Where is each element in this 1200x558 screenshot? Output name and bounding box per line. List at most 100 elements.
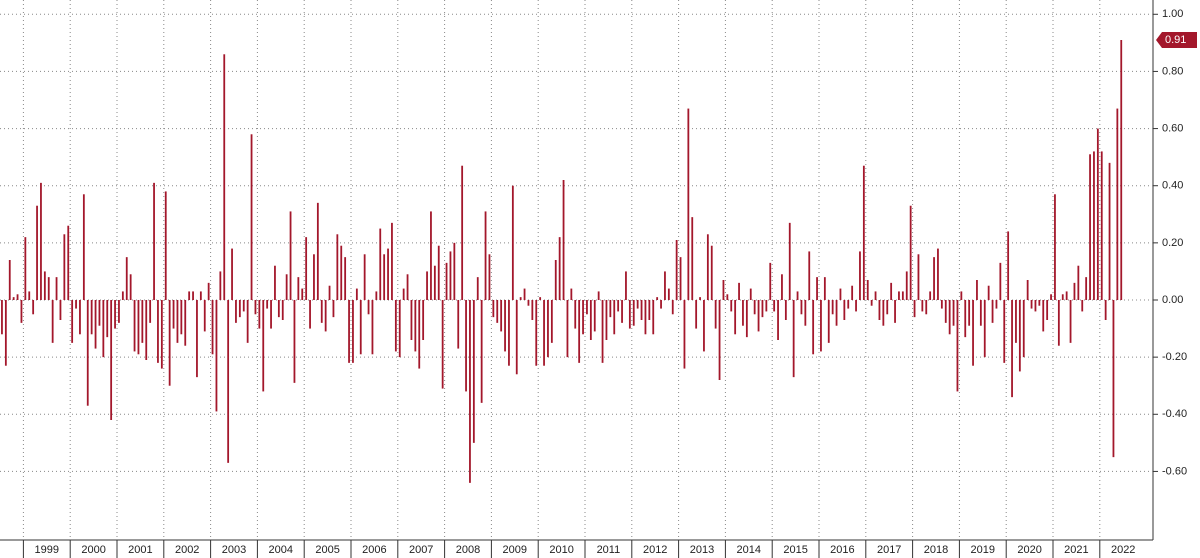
bar	[383, 254, 386, 300]
bar	[379, 228, 382, 300]
bar	[32, 300, 35, 315]
x-tick-label: 2022	[1111, 544, 1135, 556]
bar	[691, 217, 694, 300]
bar	[593, 300, 596, 332]
bar	[1081, 300, 1084, 312]
bar	[1069, 300, 1072, 343]
bar	[917, 254, 920, 300]
bar	[796, 291, 799, 300]
bar	[574, 300, 577, 329]
bar	[835, 300, 838, 326]
bar	[944, 300, 947, 323]
bar	[866, 280, 869, 300]
bar	[921, 300, 924, 312]
bar	[137, 300, 140, 355]
y-tick-label: -0.40	[1162, 408, 1187, 420]
bar	[172, 300, 175, 329]
bar	[823, 277, 826, 300]
x-tick-label: 2021	[1064, 544, 1088, 556]
bar	[406, 274, 409, 300]
bar	[141, 300, 144, 343]
bar	[235, 300, 237, 323]
bar	[469, 300, 471, 483]
bar	[274, 265, 276, 300]
bar	[589, 300, 592, 340]
bar	[1089, 154, 1091, 300]
bar	[391, 222, 393, 300]
bar	[164, 191, 167, 300]
bar	[710, 245, 713, 300]
bar	[75, 300, 77, 309]
bar	[1034, 300, 1037, 312]
bar	[1026, 280, 1029, 300]
bar	[586, 300, 588, 315]
bar	[457, 300, 460, 349]
bar	[430, 211, 432, 300]
bar	[398, 300, 401, 358]
bar	[644, 300, 647, 335]
bar	[742, 300, 744, 326]
bar	[1112, 300, 1115, 458]
bar	[675, 240, 678, 300]
bar	[203, 300, 206, 332]
bar	[387, 248, 389, 300]
bar	[410, 300, 413, 340]
bar	[246, 300, 249, 343]
bar	[82, 194, 85, 300]
bar	[878, 300, 881, 320]
bar	[753, 300, 756, 315]
bar	[266, 300, 269, 309]
bar	[433, 265, 436, 300]
bar	[1057, 300, 1060, 346]
bar	[660, 300, 662, 309]
bar	[648, 300, 651, 320]
bar	[979, 300, 982, 326]
x-tick-label: 2020	[1017, 544, 1041, 556]
x-tick-label: 2013	[690, 544, 714, 556]
bar	[1085, 277, 1088, 300]
bar	[67, 225, 70, 300]
bar	[254, 300, 257, 315]
bar	[394, 300, 397, 352]
bar	[476, 277, 479, 300]
bar	[332, 300, 335, 318]
bar	[1046, 300, 1049, 320]
x-tick-label: 2005	[315, 544, 339, 556]
bar	[652, 300, 655, 335]
bar	[909, 205, 912, 300]
bar	[523, 288, 526, 300]
bar	[972, 300, 974, 366]
bar	[1022, 300, 1025, 358]
bar	[277, 300, 280, 318]
bar	[855, 300, 857, 312]
bar	[831, 300, 834, 315]
bar	[1007, 231, 1010, 300]
bar	[1077, 265, 1080, 300]
bar	[761, 300, 764, 318]
bar	[769, 262, 772, 300]
bar	[714, 300, 717, 329]
bar	[94, 300, 97, 349]
bar	[578, 300, 581, 363]
bar	[664, 271, 666, 300]
bar	[219, 271, 222, 300]
bar	[367, 300, 370, 315]
bar	[913, 300, 916, 318]
bar	[987, 285, 990, 300]
bar	[671, 300, 674, 315]
bar	[1104, 300, 1107, 320]
bar	[1096, 128, 1099, 300]
bar	[168, 300, 171, 386]
bar	[703, 300, 705, 352]
bar	[149, 300, 152, 323]
bar	[414, 300, 417, 352]
bar	[153, 182, 155, 300]
x-tick-label: 2009	[503, 544, 527, 556]
bar	[1061, 294, 1064, 300]
bar	[418, 300, 421, 369]
bar	[839, 288, 842, 300]
bar	[301, 288, 304, 300]
bar	[757, 300, 760, 332]
bar	[613, 300, 616, 335]
